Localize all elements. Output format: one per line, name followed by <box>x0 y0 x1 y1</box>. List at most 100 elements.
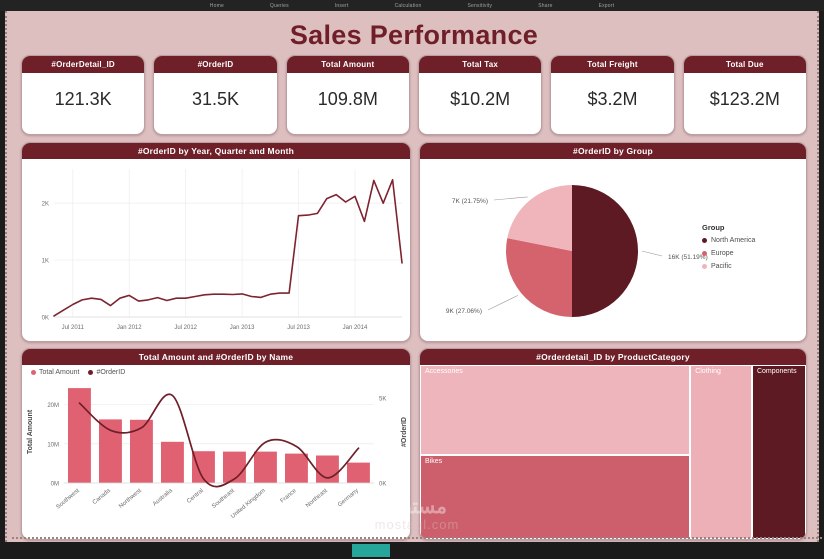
legend-label: Pacific <box>711 263 732 270</box>
legend-swatch-icon <box>702 238 707 243</box>
kpi-value: 31.5K <box>191 89 240 109</box>
visual-title: #OrderID by Year, Quarter and Month <box>22 143 410 159</box>
svg-text:Northwest: Northwest <box>118 488 143 510</box>
kpi-card-total-due[interactable]: Total Due $123.2M <box>682 55 807 135</box>
visual-pie-chart[interactable]: #OrderID by Group 16K (51.19%) 9K (27.06%… <box>419 142 807 342</box>
legend-swatch-icon <box>88 370 94 375</box>
svg-text:Jul 2012: Jul 2012 <box>174 325 197 331</box>
svg-text:0M: 0M <box>51 482 59 488</box>
treemap-cell-components[interactable]: Components <box>751 365 806 539</box>
combo-chart-svg: 0M 10M 20M 0K 5K Total Amount #OrderID Southwes… <box>27 388 408 520</box>
visual-line-chart[interactable]: #OrderID by Year, Quarter and Month 0K 1K… <box>21 142 411 342</box>
kpi-card-total-amount[interactable]: Total Amount 109.8M <box>285 55 410 135</box>
treemap-label: Accessories <box>425 368 463 375</box>
treemap-label: Components <box>756 368 797 375</box>
svg-text:7K (21.75%): 7K (21.75%) <box>452 198 488 205</box>
pie-legend-item-north-america[interactable]: North America <box>702 237 798 244</box>
svg-text:Canada: Canada <box>92 488 112 507</box>
canvas-bottom-edge <box>12 537 824 542</box>
svg-text:#OrderID: #OrderID <box>401 417 408 447</box>
kpi-label: Total Freight <box>551 56 674 73</box>
visual-title: Total Amount and #OrderID by Name <box>22 349 410 365</box>
toolbar-item-home[interactable]: Home <box>209 2 224 9</box>
svg-text:Jan 2013: Jan 2013 <box>230 325 255 331</box>
svg-text:Jul 2013: Jul 2013 <box>287 325 310 331</box>
treemap-cell-accessories[interactable]: Accessories <box>420 365 691 456</box>
legend-swatch-icon <box>31 370 36 375</box>
combo-legend-item-total-amount[interactable]: Total Amount <box>31 369 79 376</box>
visual-title: #OrderID by Group <box>420 143 806 159</box>
svg-text:Jul 2011: Jul 2011 <box>62 325 85 331</box>
kpi-card-orderdetail-id[interactable]: #OrderDetail_ID 121.3K <box>21 55 146 135</box>
svg-text:Australia: Australia <box>152 488 174 508</box>
kpi-label: Total Tax <box>418 56 542 73</box>
visual-treemap[interactable]: #Orderdetail_ID by ProductCategory Acces… <box>419 348 807 540</box>
svg-text:United Kingdom: United Kingdom <box>230 488 267 520</box>
svg-text:2K: 2K <box>42 202 49 208</box>
treemap-plot[interactable]: Accessories Bikes Clothing Components <box>420 365 806 539</box>
line-chart-plot[interactable]: 0K 1K 2K Jul 2011 Jan 2012 Jul 2012 Jan 2013 Ju… <box>22 159 410 341</box>
svg-text:Jan 2014: Jan 2014 <box>343 325 368 331</box>
svg-text:Southwest: Southwest <box>55 488 81 511</box>
svg-text:Germany: Germany <box>337 488 360 508</box>
legend-label: Europe <box>711 250 734 257</box>
toolbar-item-insert[interactable]: Insert <box>334 2 349 9</box>
app-top-toolbar[interactable]: Home Queries Insert Calculation Sensitiv… <box>0 0 824 11</box>
svg-text:16K (51.19%): 16K (51.19%) <box>668 254 708 261</box>
legend-swatch-icon <box>702 264 707 269</box>
svg-text:Southeast: Southeast <box>211 488 236 510</box>
kpi-label: #OrderDetail_ID <box>22 56 145 73</box>
kpi-value: 109.8M <box>317 89 378 109</box>
pie-legend-item-europe[interactable]: Europe <box>702 250 798 257</box>
bottom-bar-accent <box>352 544 390 557</box>
toolbar-item-queries[interactable]: Queries <box>269 2 289 9</box>
kpi-label: Total Due <box>683 56 806 73</box>
pie-legend-item-pacific[interactable]: Pacific <box>702 263 798 270</box>
legend-label: North America <box>711 237 756 244</box>
kpi-value: $3.2M <box>587 89 638 109</box>
combo-legend-item-orderid[interactable]: #OrderID <box>88 369 125 376</box>
svg-text:France: France <box>280 488 299 505</box>
combo-chart-plot[interactable]: Total Amount #OrderID 0M 10M 20M 0K 5K Total … <box>22 365 410 539</box>
svg-text:Total Amount: Total Amount <box>27 409 34 454</box>
svg-text:20M: 20M <box>47 403 59 409</box>
kpi-card-orderid[interactable]: #OrderID 31.5K <box>153 55 278 135</box>
kpi-value: $10.2M <box>450 89 511 109</box>
svg-text:9K (27.06%): 9K (27.06%) <box>446 308 482 315</box>
kpi-label: #OrderID <box>154 56 277 73</box>
svg-text:10M: 10M <box>47 442 59 448</box>
toolbar-item-share[interactable]: Share <box>538 2 553 9</box>
pie-chart-plot[interactable]: 16K (51.19%) 9K (27.06%) 7K (21.75%) Group… <box>420 159 806 341</box>
kpi-value: 121.3K <box>54 89 112 109</box>
svg-text:Jan 2012: Jan 2012 <box>117 325 142 331</box>
svg-text:Central: Central <box>186 488 205 505</box>
app-bottom-bar <box>0 542 824 559</box>
kpi-card-total-tax[interactable]: Total Tax $10.2M <box>417 55 543 135</box>
visual-title: #Orderdetail_ID by ProductCategory <box>420 349 806 365</box>
svg-text:0K: 0K <box>42 316 49 322</box>
kpi-card-total-freight[interactable]: Total Freight $3.2M <box>550 55 675 135</box>
treemap-label: Clothing <box>695 368 721 375</box>
svg-text:1K: 1K <box>42 259 49 265</box>
page-title: Sales Performance <box>289 20 539 50</box>
treemap-container: Accessories Bikes Clothing Components <box>420 365 806 539</box>
kpi-label: Total Amount <box>286 56 409 73</box>
pie-legend: Group North America Europe Pacific <box>702 223 798 276</box>
visual-combo-chart[interactable]: Total Amount and #OrderID by Name Total … <box>21 348 411 540</box>
legend-label: Total Amount <box>39 369 80 376</box>
kpi-card-row: #OrderDetail_ID 121.3K #OrderID 31.5K To… <box>21 55 807 135</box>
combo-legend: Total Amount #OrderID <box>31 369 125 376</box>
report-canvas: Sales Performance #OrderDetail_ID 121.3K… <box>5 11 824 542</box>
toolbar-item-export[interactable]: Export <box>598 2 615 9</box>
legend-label: #OrderID <box>96 369 126 376</box>
svg-text:5K: 5K <box>379 397 386 403</box>
kpi-value: $123.2M <box>709 89 780 109</box>
legend-swatch-icon <box>702 251 707 256</box>
pie-legend-title: Group <box>702 223 725 232</box>
treemap-cell-bikes[interactable]: Bikes <box>420 455 691 539</box>
toolbar-item-sensitivity[interactable]: Sensitivity <box>467 2 493 9</box>
treemap-column-main: Accessories Bikes <box>420 365 691 539</box>
treemap-cell-clothing[interactable]: Clothing <box>690 365 752 539</box>
toolbar-item-calculation[interactable]: Calculation <box>394 2 422 9</box>
